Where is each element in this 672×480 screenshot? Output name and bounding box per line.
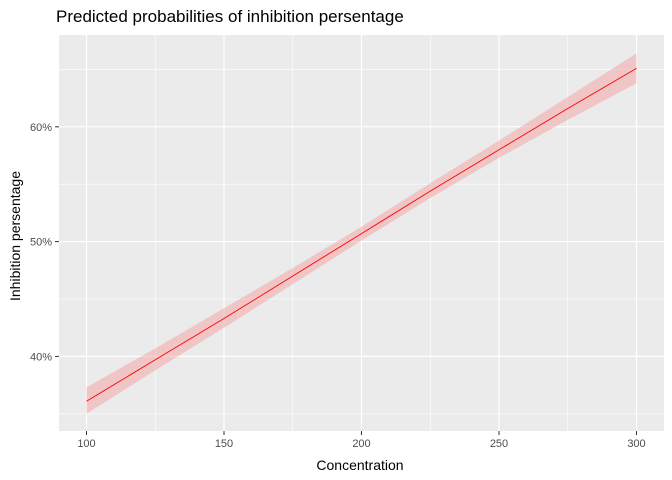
x-axis-title: Concentration (316, 457, 403, 473)
x-tick-label: 200 (352, 438, 370, 450)
y-tick-label: 50% (30, 237, 52, 249)
chart-title: Predicted probabilities of inhibition pe… (56, 7, 404, 26)
prediction-line (86, 67, 637, 402)
x-tick-label: 300 (627, 438, 645, 450)
y-tick-label: 40% (30, 351, 52, 363)
y-axis: 40% 50% 60% (30, 122, 59, 363)
x-tick-label: 100 (77, 438, 95, 450)
x-tick-label: 150 (215, 438, 233, 450)
y-tick-label: 60% (30, 122, 52, 134)
y-axis-title: Inhibition persentage (7, 171, 23, 301)
x-axis: 100 150 200 250 300 (77, 431, 646, 450)
x-tick-label: 250 (490, 438, 508, 450)
